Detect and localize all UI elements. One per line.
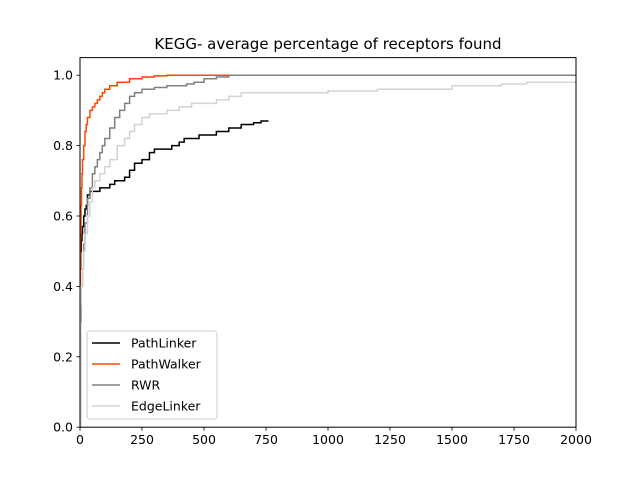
y-tick-label: 0.4 bbox=[53, 279, 73, 294]
y-tick-label: 0.8 bbox=[53, 138, 73, 153]
x-tick-label: 1250 bbox=[374, 432, 406, 447]
y-tick-label: 0.2 bbox=[53, 349, 73, 364]
legend-label-pathlinker: PathLinker bbox=[131, 336, 197, 351]
y-tick-label: 0.0 bbox=[53, 420, 73, 435]
series-line-pathwalker bbox=[79, 74, 576, 428]
series-group bbox=[79, 74, 576, 428]
legend-items: PathLinker PathWalker RWR EdgeLinker bbox=[92, 336, 202, 414]
legend-box bbox=[86, 330, 218, 420]
legend-label-edgelinker: EdgeLinker bbox=[131, 399, 201, 414]
legend-label-pathwalker: PathWalker bbox=[131, 357, 202, 372]
x-axis: 0 250 500 750 1000 1250 1500 1750 2000 bbox=[76, 427, 592, 447]
y-tick-label: 1.0 bbox=[53, 68, 73, 83]
x-tick-label: 1500 bbox=[436, 432, 468, 447]
x-tick-label: 250 bbox=[130, 432, 154, 447]
legend: PathLinker PathWalker RWR EdgeLinker bbox=[86, 330, 218, 420]
y-axis: 0.0 0.2 0.4 0.6 0.8 1.0 bbox=[53, 68, 80, 435]
series-line-edgelinker bbox=[79, 81, 576, 428]
legend-label-rwr: RWR bbox=[131, 378, 161, 393]
x-tick-label: 750 bbox=[254, 432, 278, 447]
chart-title: KEGG- average percentage of receptors fo… bbox=[154, 35, 501, 53]
series-line-rwr bbox=[79, 74, 576, 428]
x-tick-label: 500 bbox=[192, 432, 216, 447]
x-tick-label: 2000 bbox=[560, 432, 592, 447]
y-tick-label: 0.6 bbox=[53, 209, 73, 224]
x-tick-label: 1000 bbox=[312, 432, 344, 447]
x-tick-label: 1750 bbox=[498, 432, 530, 447]
series-line-pathlinker bbox=[79, 120, 269, 428]
x-tick-label: 0 bbox=[76, 432, 84, 447]
